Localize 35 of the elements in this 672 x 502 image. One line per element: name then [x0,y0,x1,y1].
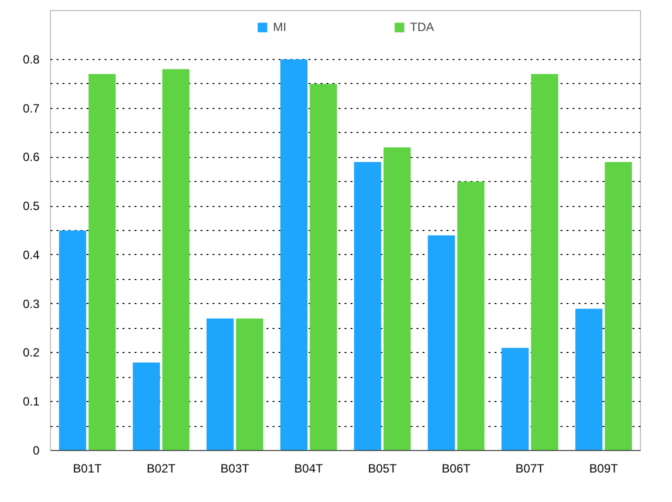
bar [354,162,382,450]
bar [531,74,558,450]
x-tick-label: B09T [589,462,619,476]
y-tick-label: 0.1 [22,394,40,409]
bar [575,308,602,450]
bar [206,318,234,450]
bar [428,235,455,450]
y-tick-label: 0.4 [22,248,40,262]
x-tick-label: B03T [220,462,250,476]
y-tick-label: 0.2 [22,346,40,360]
y-tick-label: 0.6 [22,150,40,164]
bar [604,162,632,450]
bar [88,74,116,450]
x-tick-label: B05T [368,462,398,476]
legend-label: MI [273,20,288,34]
bar [280,59,308,450]
bar [162,69,190,450]
y-tick-label: 0 [32,444,40,458]
legend-label: TDA [410,20,434,34]
x-tick-label: B07T [516,462,545,476]
bar [502,348,529,450]
bar [310,84,337,450]
x-tick-label: B06T [442,462,472,476]
bar [384,147,411,450]
x-tick-label: B01T [73,462,102,476]
bar [132,362,160,450]
x-tick-label: B02T [146,462,176,476]
y-tick-label: 0.5 [22,199,40,214]
y-tick-label: 0.7 [22,101,40,116]
y-tick-label: 0.8 [22,52,40,66]
x-tick-label: B04T [294,462,324,476]
bar [457,182,484,450]
bar [59,230,86,450]
y-tick-label: 0.3 [22,296,40,311]
bar [236,318,264,450]
